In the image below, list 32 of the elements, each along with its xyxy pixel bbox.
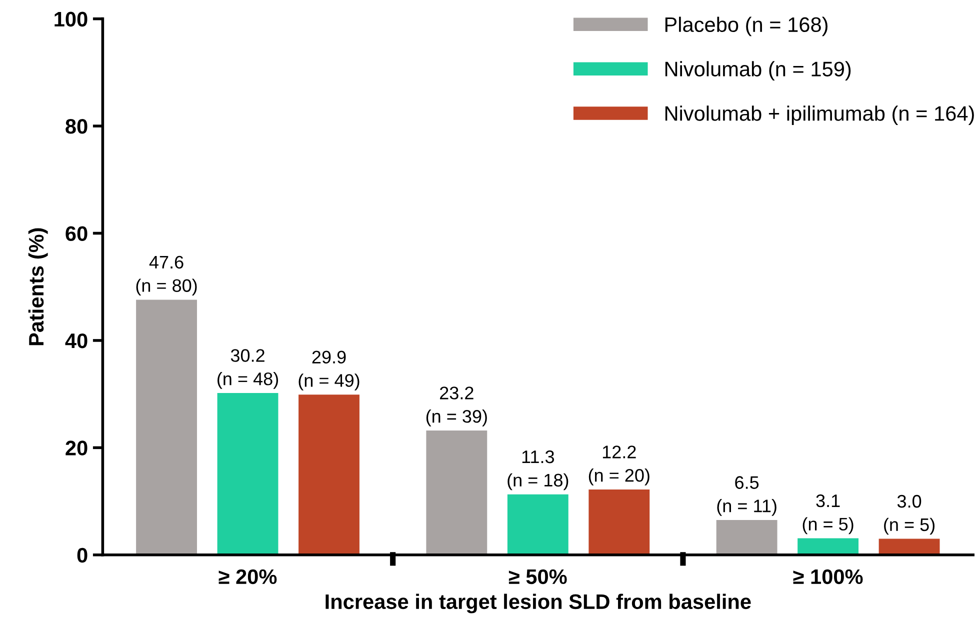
data-label: 11.3 (n = 18): [508, 450, 568, 490]
bar: [878, 538, 940, 555]
x-tick-label: ≥ 100%: [793, 569, 863, 584]
bar: [217, 392, 278, 555]
legend-label: Nivolumab (n = 159): [665, 61, 851, 81]
data-label: 3.1 (n = 5): [802, 494, 854, 534]
legend-label: Nivolumab + ipilimumab (n = 164): [665, 106, 974, 125]
y-tick-label: 80: [66, 119, 88, 134]
data-label: 23.2 (n = 39): [426, 386, 487, 426]
y-axis-title: Patients (%): [28, 228, 48, 346]
data-label: 30.2 (n = 48): [218, 349, 278, 389]
y-tick-label: 0: [77, 548, 88, 563]
bar: [136, 300, 197, 555]
data-label: 29.9 (n = 49): [298, 350, 360, 390]
bar: [507, 494, 568, 555]
y-tick-label: 100: [54, 12, 88, 27]
y-tick-label: 60: [66, 226, 88, 241]
x-axis-title: Increase in target lesion SLD from baseline: [326, 594, 751, 614]
data-label: 12.2 (n = 20): [588, 446, 650, 486]
x-tick-label: ≥ 50%: [508, 569, 567, 584]
bar: [798, 538, 859, 555]
data-label: 6.5 (n = 11): [717, 476, 776, 516]
bar: [716, 520, 778, 555]
bar: [426, 430, 488, 555]
data-label: 47.6 (n = 80): [136, 256, 197, 296]
legend-label: Placebo (n = 168): [665, 16, 828, 36]
bar: [298, 394, 360, 555]
x-tick-label: ≥ 20%: [218, 569, 277, 584]
bar: [588, 489, 650, 555]
data-label: 3.0 (n = 5): [884, 494, 935, 535]
y-tick-label: 40: [65, 333, 88, 348]
y-tick-label: 20: [66, 440, 88, 456]
